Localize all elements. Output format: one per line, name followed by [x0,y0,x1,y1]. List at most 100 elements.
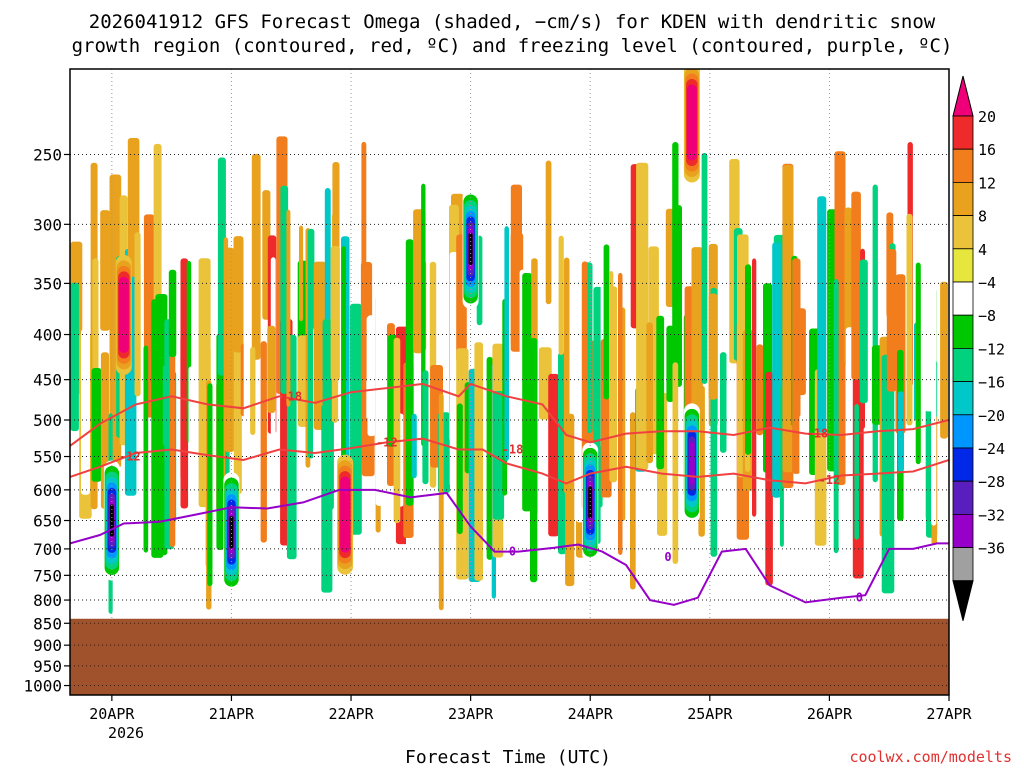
omega-cell [411,413,417,479]
omega-cell [486,356,493,560]
omega-cell [168,269,177,358]
colorbar-swatch [952,148,974,183]
omega-cell [576,291,584,523]
omega-cell [672,362,679,564]
x-tick-label: 21APR [209,705,255,723]
x-tick-label: 24APR [568,705,614,723]
contour-label: -18 [280,389,302,403]
contour-label: -12 [119,450,141,464]
y-tick-label: 800 [33,591,62,610]
omega-cell [881,354,895,594]
colorbar-swatch [952,514,974,549]
terrain-gridlines [70,622,949,687]
omega-cell [844,207,852,366]
colorbar-label: 4 [978,241,987,259]
omega-cell [672,142,679,366]
omega-cell [797,308,806,396]
chart-title-line2: growth region (contoured, red, ºC) and f… [72,35,953,57]
omega-cell [233,236,244,353]
omega-cell [565,413,575,587]
omega-cell [299,225,304,322]
omega-cell [545,160,552,305]
omega-cell [859,259,868,404]
colorbar-swatch [952,381,974,416]
omega-cell [529,371,534,464]
colorbar-swatch [952,347,974,382]
colorbar-swatch [952,181,974,216]
omega-cell [799,414,804,517]
omega-cell [698,385,705,537]
omega-cell [558,235,564,355]
y-tick-label: 850 [33,614,62,633]
plot-area: -18 -18 -18 -12 -12 -12 0 0 0 [70,69,949,695]
omega-cell [537,380,544,573]
x-year-label: 2026 [108,724,144,742]
omega-cell [225,247,235,453]
omega-cell [286,209,291,407]
x-tick-label: 23APR [448,705,494,723]
omega-cell [630,412,636,590]
omega-cell [250,346,256,435]
omega-cell [367,315,376,437]
y-tick-label: 300 [33,215,62,234]
omega-cell [510,184,522,346]
omega-cell [393,337,401,523]
colorbar-label: 16 [978,141,996,159]
colorbar-label: −20 [978,407,1005,425]
omega-cell [100,210,110,331]
omega-core [686,84,697,161]
omega-cell [153,143,162,314]
colorbar-label: 12 [978,174,996,192]
contour-label: 0 [664,550,671,564]
omega-cell [280,185,289,394]
omega-cell [886,249,897,392]
contour-label: 0 [856,591,863,605]
x-tick-label: 22APR [328,705,374,723]
y-tick-label: 600 [33,481,62,500]
omega-cell [603,244,610,400]
plot-frame [69,68,950,696]
omega-cell [456,403,463,535]
omega-cell [851,191,861,380]
contour-label: -12 [376,435,398,449]
omega-core [588,486,593,519]
omega-cell [720,352,727,453]
omega-cell [422,370,429,485]
omega-cell [81,329,90,495]
omega-cell [765,371,773,586]
omega-cell [756,344,764,436]
contour-label: -18 [807,427,829,441]
omega-cell [504,226,509,461]
omega-cell [216,333,224,550]
colorbar-swatch [952,281,974,316]
omega-cell [609,286,618,483]
x-tick-label: 25APR [687,705,733,723]
omega-cell [260,341,267,543]
omega-cell [207,383,213,587]
dgz-minus12-contour [70,437,949,485]
omega-cell [752,258,757,517]
y-tick-label: 400 [33,326,62,345]
omega-cell [267,325,276,413]
omega-cell [438,393,444,611]
colorbar-label: −12 [978,340,1005,358]
omega-cell [931,218,937,526]
omega-cell [872,184,878,483]
omega-core [340,476,351,553]
contour-lines: -18 -18 -18 -12 -12 -12 0 0 0 [70,382,949,606]
colorbar-swatch [952,248,974,283]
omega-cell [522,273,533,512]
colorbar-swatch [952,414,974,449]
y-tick-label: 500 [33,411,62,430]
colorbar-label: 8 [978,208,987,226]
colorbar-bottom-arrow [952,580,974,621]
colorbar-label: −36 [978,540,1005,558]
omega-cell [708,293,718,400]
x-axis: 20APR 21APR 22APR 23APR 24APR 25APR 26APR 27APR [89,695,973,723]
colorbar-swatch [952,215,974,250]
omega-cell [666,325,674,402]
omega-core [689,441,695,485]
omega-cell [321,404,333,593]
omega-cell [474,342,483,581]
colorbar-label: −24 [978,440,1005,458]
